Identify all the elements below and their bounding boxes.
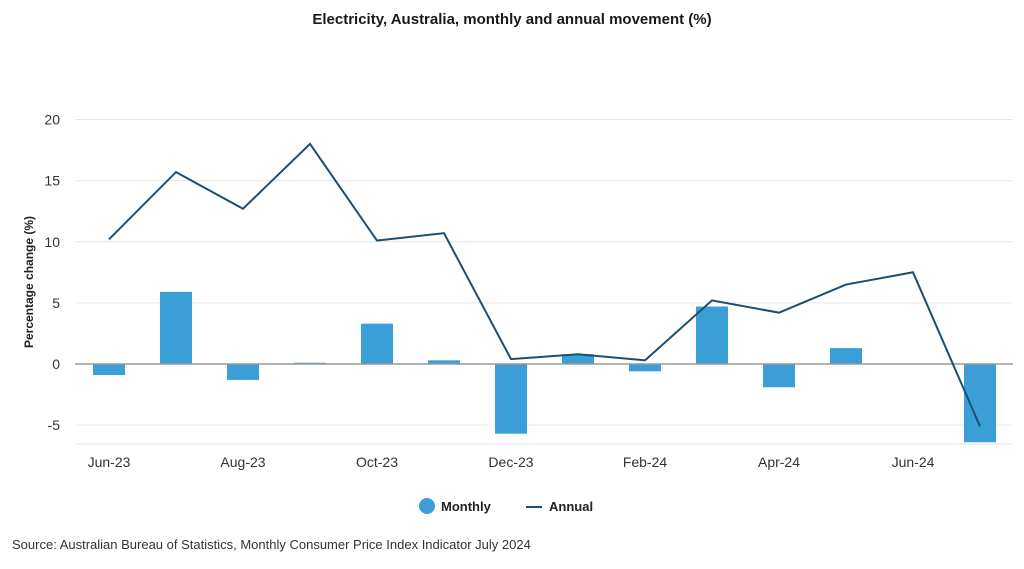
- x-tick-label: Jun-23: [88, 454, 131, 470]
- bar-Jun-23: [93, 364, 125, 376]
- bar-Aug-23: [227, 364, 259, 380]
- bar-Mar-24: [696, 306, 728, 364]
- chart-title: Electricity, Australia, monthly and annu…: [312, 11, 712, 28]
- chart: 20 15 10 5 0 -5 Jun-23 Aug-23 Oct-23 Dec-23 Feb-2…: [22, 112, 1013, 514]
- y-tick-label: 5: [52, 295, 60, 311]
- bar-Jul-23: [160, 291, 192, 364]
- bar-Feb-24: [629, 364, 661, 372]
- x-tick-label: Oct-23: [356, 454, 398, 470]
- line-series: [108, 142, 981, 427]
- grid: [75, 119, 1013, 445]
- legend: Monthly Annual: [419, 498, 593, 514]
- y-tick-label: -5: [48, 417, 61, 433]
- legend-monthly-label: Monthly: [441, 499, 492, 514]
- x-tick-label: Jun-24: [892, 454, 935, 470]
- bar-Apr-24: [763, 364, 795, 388]
- legend-monthly-swatch: [419, 498, 435, 514]
- bars: [93, 291, 996, 443]
- bar-Jan-24: [562, 354, 594, 364]
- y-tick-label: 15: [44, 173, 60, 189]
- bar-Nov-23: [428, 360, 460, 364]
- x-tick-label: Apr-24: [758, 454, 800, 470]
- legend-annual-label: Annual: [549, 499, 593, 514]
- x-tick-label: Dec-23: [488, 454, 533, 470]
- bar-Dec-23: [495, 364, 527, 434]
- x-tick-label: Feb-24: [623, 454, 668, 470]
- bar-May-24: [830, 348, 862, 364]
- y-tick-label: 20: [44, 112, 60, 128]
- bar-Jul-24: [964, 364, 996, 443]
- bar-Oct-23: [361, 323, 393, 364]
- x-axis-ticks: Jun-23 Aug-23 Oct-23 Dec-23 Feb-24 Apr-24 Jun-…: [88, 454, 935, 470]
- y-tick-label: 10: [44, 234, 60, 250]
- y-tick-label: 0: [52, 356, 60, 372]
- y-axis-ticks: 20 15 10 5 0 -5: [44, 112, 60, 434]
- y-axis-label: Percentage change (%): [22, 216, 36, 348]
- x-tick-label: Aug-23: [220, 454, 265, 470]
- source-note: Source: Australian Bureau of Statistics,…: [12, 537, 531, 552]
- annual-line: [108, 142, 981, 427]
